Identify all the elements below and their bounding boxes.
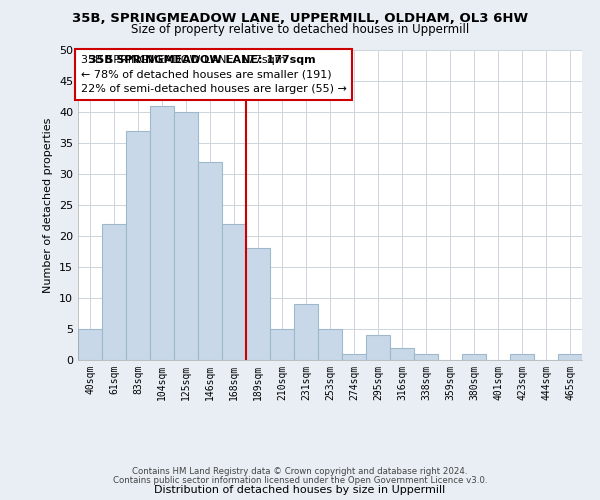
Bar xyxy=(150,106,174,360)
Text: 35B SPRINGMEADOW LANE: 177sqm
← 78% of detached houses are smaller (191)
22% of : 35B SPRINGMEADOW LANE: 177sqm ← 78% of d… xyxy=(80,54,346,94)
Text: 35B SPRINGMEADOW LANE: 177sqm: 35B SPRINGMEADOW LANE: 177sqm xyxy=(89,56,316,66)
Bar xyxy=(198,162,222,360)
Bar xyxy=(270,329,294,360)
Y-axis label: Number of detached properties: Number of detached properties xyxy=(43,118,53,292)
Bar xyxy=(414,354,438,360)
Bar xyxy=(78,329,102,360)
Bar xyxy=(102,224,126,360)
Bar xyxy=(222,224,246,360)
Bar xyxy=(390,348,414,360)
Bar xyxy=(246,248,270,360)
Bar xyxy=(558,354,582,360)
Bar xyxy=(174,112,198,360)
Text: Distribution of detached houses by size in Uppermill: Distribution of detached houses by size … xyxy=(154,485,446,495)
Text: 35B, SPRINGMEADOW LANE, UPPERMILL, OLDHAM, OL3 6HW: 35B, SPRINGMEADOW LANE, UPPERMILL, OLDHA… xyxy=(72,12,528,26)
Bar xyxy=(366,335,390,360)
Text: Contains HM Land Registry data © Crown copyright and database right 2024.: Contains HM Land Registry data © Crown c… xyxy=(132,467,468,476)
Bar xyxy=(126,130,150,360)
Bar xyxy=(294,304,318,360)
Bar xyxy=(318,329,342,360)
Bar xyxy=(342,354,366,360)
Bar xyxy=(462,354,486,360)
Text: Size of property relative to detached houses in Uppermill: Size of property relative to detached ho… xyxy=(131,22,469,36)
Text: Contains public sector information licensed under the Open Government Licence v3: Contains public sector information licen… xyxy=(113,476,487,485)
Bar xyxy=(510,354,534,360)
